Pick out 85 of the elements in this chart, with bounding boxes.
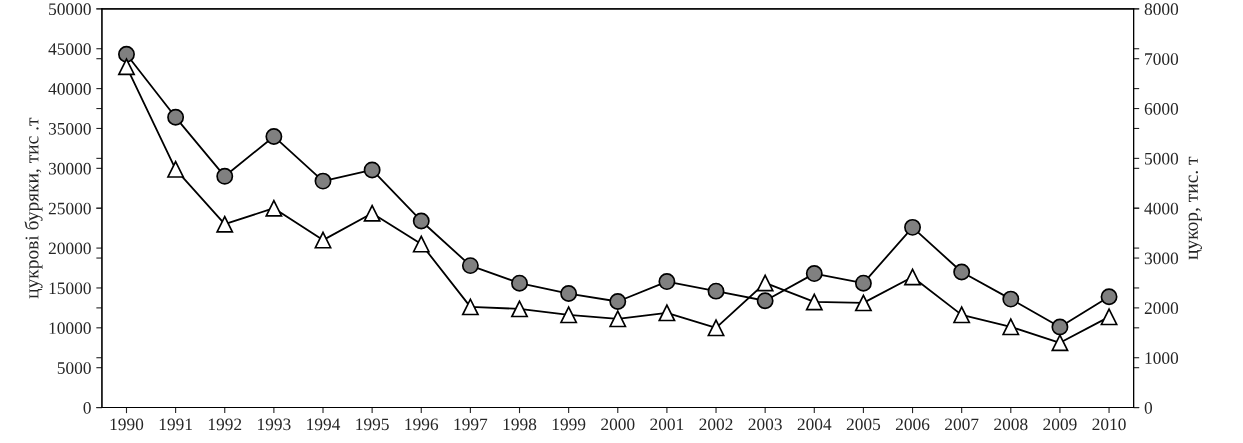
point [658, 304, 676, 322]
point [1002, 290, 1020, 308]
y2-tick-label: 5000 [1145, 152, 1179, 165]
point [167, 160, 185, 178]
y-axis-title: цукрові буряки, тис .т [24, 117, 43, 299]
x-tick-label: 2010 [1092, 418, 1126, 431]
point [118, 58, 135, 76]
point [854, 274, 872, 292]
point [953, 263, 971, 281]
point [461, 257, 479, 275]
x-tick-label: 1990 [110, 418, 144, 431]
y-tick-label: 5000 [57, 362, 91, 374]
x-tick-label: 1997 [454, 418, 488, 431]
x-tick-label: 1998 [503, 418, 537, 431]
x-tick-label: 2009 [1043, 418, 1077, 431]
point [805, 293, 823, 311]
x-tick-label: 1999 [552, 418, 586, 431]
y-tick-label: 25000 [48, 202, 91, 215]
y2-tick-label: 0 [1144, 402, 1153, 414]
x-tick-label: 2006 [895, 418, 930, 431]
x-tick-label: 1993 [258, 418, 291, 431]
point [363, 161, 381, 179]
x-tick-label: 2007 [945, 418, 979, 431]
point [560, 285, 578, 303]
y-tick-label: 35000 [48, 122, 91, 135]
point [216, 215, 234, 233]
y2-tick-label: 3000 [1144, 252, 1179, 265]
y-tick-label: 40000 [48, 83, 91, 95]
x-tick-label: 1991 [159, 418, 192, 431]
point [314, 231, 332, 249]
point [805, 265, 823, 283]
point [707, 282, 725, 300]
y2-tick-label: 6000 [1144, 103, 1179, 115]
point [511, 274, 528, 292]
y-tick-label: 15000 [49, 282, 91, 295]
y2-tick-label: 1000 [1145, 352, 1179, 364]
point [363, 204, 381, 222]
point [314, 172, 332, 190]
point [904, 218, 922, 236]
point [1002, 318, 1020, 336]
y-tick-label: 20000 [48, 242, 91, 255]
y2-axis-title: цукор, тис. т [1188, 156, 1202, 260]
point [216, 167, 234, 185]
point [707, 319, 725, 337]
point [1100, 288, 1118, 306]
point [265, 199, 283, 217]
y2-tick-label: 4000 [1144, 202, 1179, 215]
y-tick-label: 30000 [48, 162, 91, 175]
point [609, 293, 627, 310]
x-tick-label: 2000 [601, 418, 635, 431]
x-tick-label: 2002 [699, 418, 733, 431]
point [609, 310, 627, 328]
x-tick-label: 1996 [405, 418, 439, 431]
point [854, 294, 872, 312]
point [461, 298, 479, 316]
point [953, 306, 971, 324]
point [1100, 308, 1118, 326]
y-tick-label: 0 [83, 402, 91, 414]
point [118, 45, 135, 63]
x-tick-label: 2001 [650, 418, 684, 431]
point [265, 127, 283, 145]
point [756, 292, 774, 310]
point [1051, 318, 1069, 336]
x-tick-label: 2008 [994, 418, 1028, 431]
y-tick-label: 45000 [48, 43, 91, 55]
point [412, 235, 430, 253]
y-tick-label: 50000 [49, 3, 91, 16]
point [1051, 334, 1069, 352]
point [904, 268, 922, 286]
x-tick-label: 2005 [846, 418, 881, 431]
x-tick-label: 1995 [356, 418, 389, 431]
y-tick-label: 10000 [49, 322, 91, 335]
point [560, 306, 578, 324]
point [511, 300, 528, 318]
point [658, 273, 676, 291]
point [412, 212, 430, 230]
point [756, 274, 774, 292]
x-tick-label: 1992 [208, 418, 242, 431]
y2-tick-label: 7000 [1145, 53, 1179, 65]
x-tick-label: 2004 [797, 418, 832, 431]
point [167, 108, 185, 126]
x-tick-label: 1994 [307, 418, 341, 431]
y2-tick-label: 2000 [1144, 302, 1179, 315]
x-tick-label: 2003 [748, 418, 782, 431]
y2-tick-label: 8000 [1144, 3, 1179, 16]
